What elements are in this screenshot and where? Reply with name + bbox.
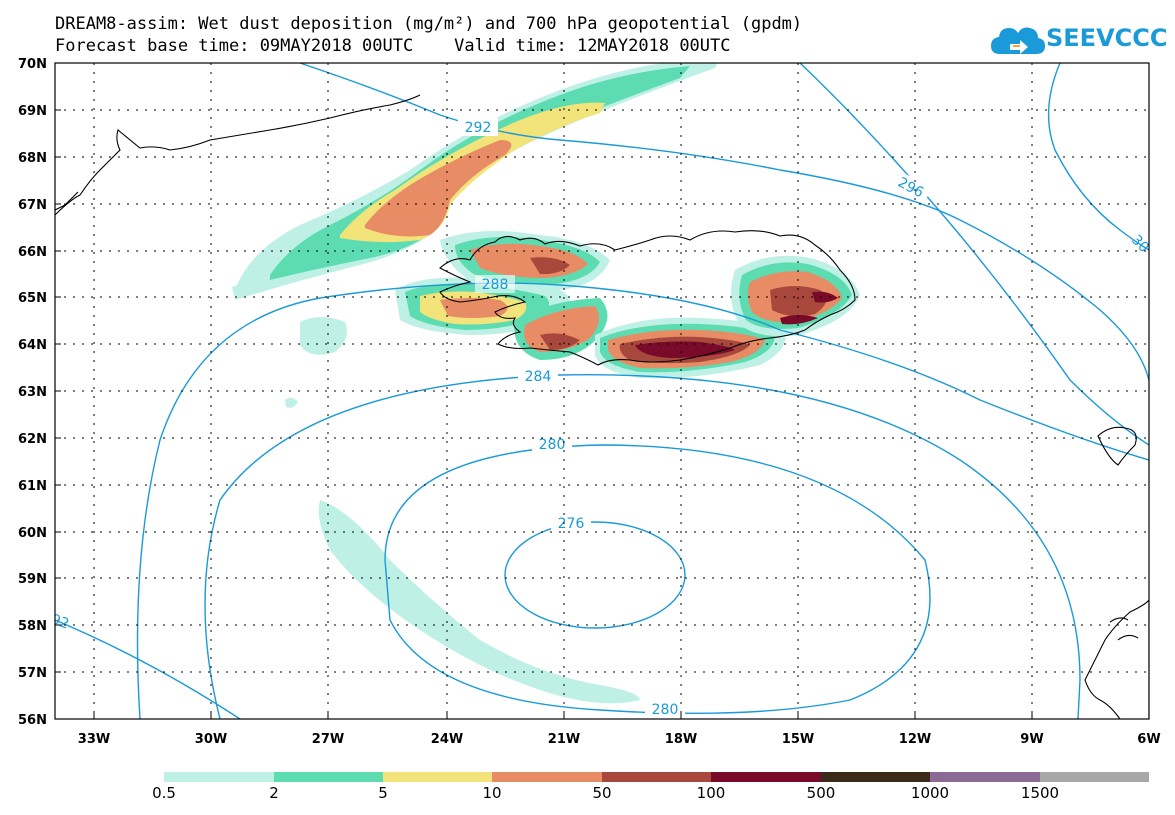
contour-label: 288 [482,277,509,293]
axis-ticks [55,62,1150,720]
lat-label: 62N [18,432,47,447]
contour-label: 280 [539,437,566,453]
map-plot-area: 292 296 30 288 284 280 276 280 92 [49,63,1152,719]
lon-label: 24W [431,732,463,747]
map-subtitle: Forecast base time: 09MAY2018 00UTC Vali… [55,36,731,56]
legend-label: 50 [592,784,612,802]
lat-label: 56N [18,713,47,728]
legend-swatch [930,772,1040,782]
lat-label: 59N [18,572,47,587]
graticule [55,63,1149,719]
contour-label: 284 [525,369,552,385]
cloud-icon [991,27,1045,54]
lon-label: 9W [1020,732,1043,747]
legend-swatch [602,772,711,782]
lon-label: 27W [312,732,344,747]
lat-label: 61N [18,479,47,494]
legend-label: 5 [378,784,388,802]
scotland-coastline [1084,599,1149,719]
contour-label: 276 [558,516,585,532]
legend-swatch [711,772,821,782]
lon-label: 15W [782,732,814,747]
latitude-labels: 70N 69N 68N 67N 66N 65N 64N 63N 62N 61N … [18,57,47,728]
faroe-coastline [1097,426,1137,466]
greenland-coastline [55,94,421,216]
contour-label: 30 [1128,232,1152,256]
legend-label: 2 [269,784,279,802]
lat-label: 60N [18,526,47,541]
iceland-coastline [439,230,856,366]
logo-text: SEEVCCC [1046,24,1168,52]
map-frame [54,62,1150,720]
coastlines [55,94,1149,719]
lat-label: 65N [18,291,47,306]
seevccc-logo: SEEVCCC [990,20,1168,60]
map-title: DREAM8-assim: Wet dust deposition (mg/m²… [55,14,803,34]
lon-label: 30W [195,732,227,747]
longitude-labels: 33W 30W 27W 24W 21W 18W 15W 12W 9W 6W [78,732,1161,747]
legend-label: 0.5 [152,784,176,802]
lon-label: 6W [1137,732,1160,747]
legend-label: 1500 [1020,784,1060,802]
lon-label: 33W [78,732,110,747]
lat-label: 64N [18,338,47,353]
contour-labels: 292 296 30 288 284 280 276 280 92 [49,118,1152,718]
geopotential-contours [55,63,1149,719]
contour-label: 292 [465,120,492,136]
legend-swatch [492,772,602,782]
lat-label: 68N [18,151,47,166]
lon-label: 18W [665,732,697,747]
lat-label: 58N [18,619,47,634]
legend-swatch [1040,772,1149,782]
contour-label: 280 [652,702,679,718]
lat-label: 57N [18,666,47,681]
legend-swatch [383,772,492,782]
legend-swatch [821,772,930,782]
legend-swatch [274,772,383,782]
legend-label: 1000 [910,784,950,802]
legend-label: 100 [696,784,726,802]
lat-label: 69N [18,104,47,119]
lon-label: 21W [548,732,580,747]
lat-label: 70N [18,57,47,72]
contour-label: 92 [49,611,71,632]
legend-swatch [164,772,274,782]
legend-label: 500 [806,784,836,802]
lat-label: 63N [18,385,47,400]
lat-label: 67N [18,198,47,213]
lon-label: 12W [899,732,931,747]
legend-label: 10 [482,784,502,802]
lat-label: 66N [18,245,47,260]
